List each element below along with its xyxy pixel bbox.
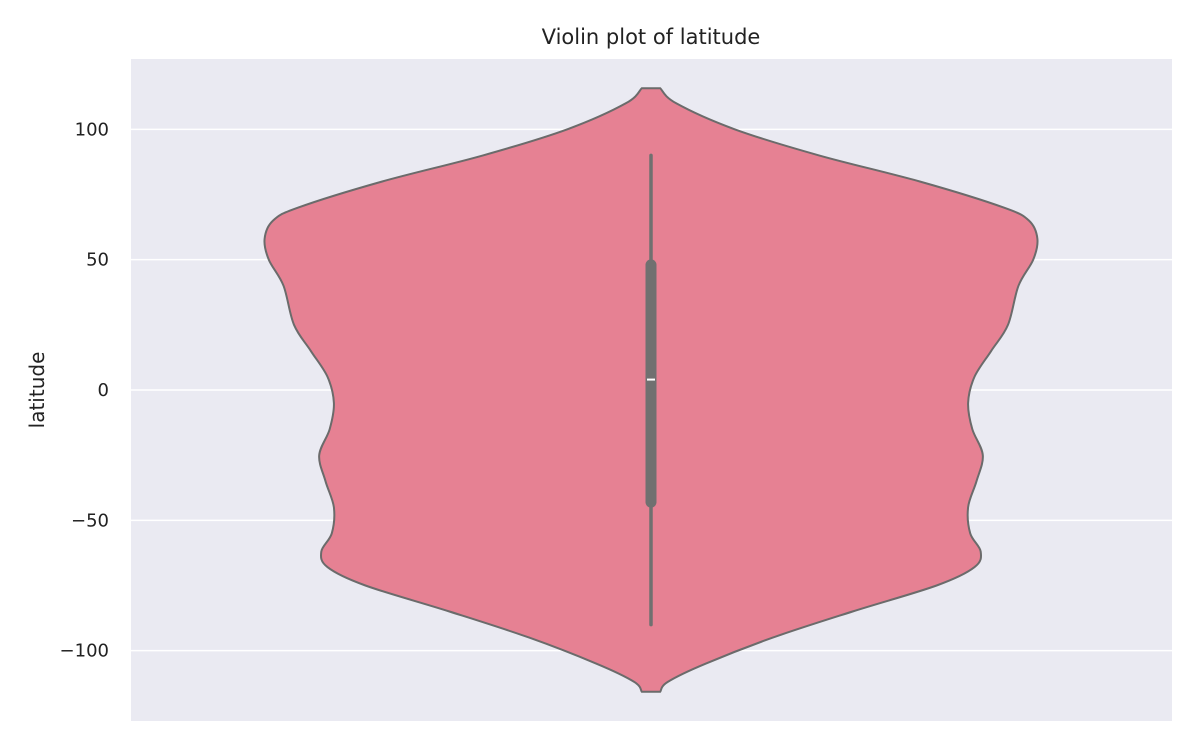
y-tick-label: 0 xyxy=(98,380,109,401)
y-tick-label: 100 xyxy=(75,119,109,140)
y-tick-label: −100 xyxy=(60,641,109,662)
y-axis-label: latitude xyxy=(25,352,49,429)
y-tick-label: 50 xyxy=(86,250,109,271)
y-tick-label: −50 xyxy=(71,510,109,531)
y-tick-labels: 100 50 0 −50 −100 xyxy=(60,119,109,661)
chart-title: Violin plot of latitude xyxy=(542,25,761,49)
